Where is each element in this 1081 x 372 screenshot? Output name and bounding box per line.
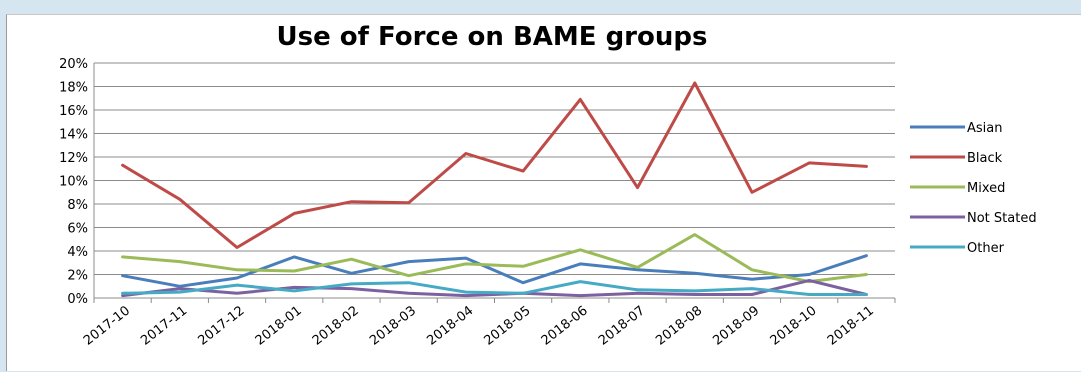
x-tick-label: 2018-05 xyxy=(482,303,534,348)
legend: Asian Black Mixed Not Stated Other xyxy=(910,121,1037,256)
axes xyxy=(93,63,896,303)
y-tick-label: 2% xyxy=(67,269,88,284)
x-tick-labels: 2017-10 2017-11 2017-12 2018-01 2018-02 2018-… xyxy=(81,303,877,348)
y-tick-label: 6% xyxy=(67,222,88,237)
x-tick-label: 2018-01 xyxy=(253,303,305,348)
x-tick-label: 2017-12 xyxy=(195,303,247,348)
y-tick-label: 20% xyxy=(59,57,88,72)
x-tick-label: 2018-03 xyxy=(367,303,419,348)
series-line-asian xyxy=(121,254,868,288)
y-tick-labels: 0% 2% 4% 6% 8% 10% 12% 14% 16% 18% 20% xyxy=(59,57,88,307)
x-tick-label: 2018-11 xyxy=(825,303,877,348)
legend-label-asian: Asian xyxy=(967,121,1002,136)
x-tick-label: 2017-10 xyxy=(81,303,133,348)
y-tick-label: 12% xyxy=(59,151,88,166)
legend-label-mixed: Mixed xyxy=(967,181,1005,196)
x-tick-label: 2018-04 xyxy=(424,303,476,348)
y-tick-label: 10% xyxy=(59,175,88,190)
grid-lines xyxy=(94,62,895,275)
x-tick-label: 2018-02 xyxy=(310,303,362,348)
y-tick-label: 0% xyxy=(67,292,88,307)
chart-area: Use of Force on BAME groups 0% 2% 4% 6% 8% 10… xyxy=(6,14,1081,371)
x-tick-label: 2018-08 xyxy=(653,303,705,348)
series-line-mixed xyxy=(121,233,868,284)
y-tick-label: 8% xyxy=(67,198,88,213)
x-tick-label: 2017-11 xyxy=(138,303,190,348)
chart-title: Use of Force on BAME groups xyxy=(277,22,708,52)
series-line-not-stated xyxy=(121,278,868,298)
x-tick-label: 2018-06 xyxy=(539,303,591,348)
y-tick-label: 16% xyxy=(59,104,88,119)
y-tick-label: 18% xyxy=(59,81,88,96)
legend-label-other: Other xyxy=(967,241,1005,256)
y-tick-label: 14% xyxy=(59,128,88,143)
series-line-other xyxy=(121,280,868,296)
line-chart: Use of Force on BAME groups 0% 2% 4% 6% 8% 10… xyxy=(59,22,1037,349)
legend-label-black: Black xyxy=(967,151,1003,166)
x-tick-label: 2018-09 xyxy=(710,303,762,348)
series-lines xyxy=(121,81,868,298)
legend-label-not-stated: Not Stated xyxy=(967,211,1037,226)
series-line-black xyxy=(121,81,868,249)
y-tick-label: 4% xyxy=(67,245,88,260)
x-tick-label: 2018-07 xyxy=(596,303,648,348)
x-tick-label: 2018-10 xyxy=(768,303,820,348)
